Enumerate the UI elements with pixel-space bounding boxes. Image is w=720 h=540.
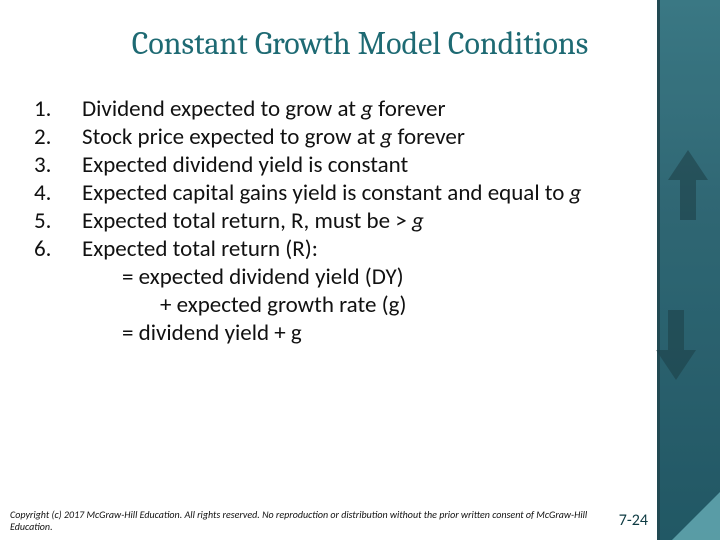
corner-triangle-icon [672,492,720,540]
decorative-side-band [660,0,720,540]
list-item: 4. Expected capital gains yield is const… [30,179,655,207]
item-number: 6. [30,235,82,263]
page-number: 7-24 [619,511,648,530]
list-subline: = expected dividend yield (DY) [30,263,655,291]
up-arrow-icon [668,150,708,220]
list-item: 2. Stock price expected to grow at g for… [30,123,655,151]
list-subline: + expected growth rate (g) [30,291,655,319]
item-number: 3. [30,151,82,179]
down-arrow-icon [656,310,696,380]
list-item: 6. Expected total return (R): [30,235,655,263]
item-number: 2. [30,123,82,151]
item-text: Expected dividend yield is constant [82,151,655,179]
list-item: 5. Expected total return, R, must be > g [30,207,655,235]
item-number: 4. [30,179,82,207]
item-text: Expected total return, R, must be > g [82,207,655,235]
list-subline: = dividend yield + g [30,319,655,347]
item-text: = dividend yield + g [82,319,655,347]
list-item: 1. Dividend expected to grow at g foreve… [30,95,655,123]
item-text: Expected capital gains yield is constant… [82,179,655,207]
item-text: Expected total return (R): [82,235,655,263]
item-text: + expected growth rate (g) [82,291,655,319]
item-text: Stock price expected to grow at g foreve… [82,123,655,151]
item-number: 5. [30,207,82,235]
conditions-list: 1. Dividend expected to grow at g foreve… [30,95,655,347]
slide-title: Constant Growth Model Conditions [0,25,720,62]
list-item: 3. Expected dividend yield is constant [30,151,655,179]
copyright-footer: Copyright (c) 2017 McGraw-Hill Education… [10,509,605,532]
item-text: = expected dividend yield (DY) [82,263,655,291]
item-number: 1. [30,95,82,123]
item-text: Dividend expected to grow at g forever [82,95,655,123]
